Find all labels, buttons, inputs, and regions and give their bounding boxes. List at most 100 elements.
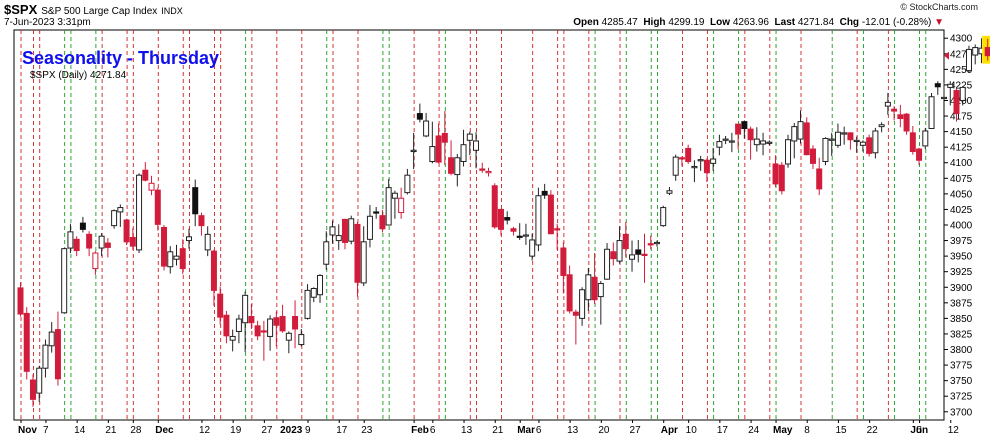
candle-body <box>535 195 542 246</box>
candle <box>242 291 249 353</box>
candle <box>410 132 417 169</box>
candle <box>173 244 180 266</box>
candle <box>310 287 317 303</box>
candle-body <box>129 236 136 247</box>
candle-body <box>884 101 891 107</box>
candle <box>285 331 292 354</box>
candle <box>136 173 143 254</box>
candle <box>847 132 854 150</box>
candle-body <box>685 147 692 162</box>
y-tick-label: 3700 <box>950 407 973 418</box>
y-tick-label: 3950 <box>950 252 973 263</box>
candle <box>61 248 68 314</box>
candle-body <box>460 144 467 162</box>
candle-body <box>348 218 355 242</box>
candle-body <box>722 138 729 141</box>
candle <box>604 243 611 280</box>
y-tick-label: 3775 <box>950 361 973 372</box>
candle-body <box>703 159 710 174</box>
candle-body <box>279 316 286 332</box>
plot-frame <box>13 29 945 421</box>
candle <box>859 140 866 152</box>
y-tick-label: 3900 <box>950 283 973 294</box>
candle-body <box>953 90 960 115</box>
candle <box>853 136 860 153</box>
candle <box>385 178 392 226</box>
x-tick-label: 13 <box>567 425 579 436</box>
candle <box>947 81 954 106</box>
candle <box>529 233 536 261</box>
candle <box>223 310 230 344</box>
candle <box>666 187 673 196</box>
candle <box>429 121 436 164</box>
candle-body <box>822 137 829 162</box>
candle <box>560 242 567 294</box>
x-tick-label: Jun <box>910 425 928 436</box>
candle-body <box>466 133 473 141</box>
candle-body <box>473 140 480 151</box>
candle-body <box>54 329 61 380</box>
candle-body <box>941 96 948 100</box>
y-tick-label: 4275 <box>950 49 973 60</box>
candle-body <box>629 254 636 260</box>
change-value: -12.01 (-0.28%) <box>861 17 932 28</box>
x-tick-label: 27 <box>261 425 273 436</box>
candle <box>54 311 61 386</box>
x-tick-label: Nov <box>18 425 37 436</box>
candle-body <box>678 157 685 160</box>
candle-body <box>285 332 292 341</box>
y-tick-label: 4000 <box>950 221 973 232</box>
candle-body <box>23 312 30 372</box>
candle <box>653 240 660 247</box>
candle <box>959 86 966 106</box>
candle-body <box>666 190 673 194</box>
candle <box>435 123 442 164</box>
candle-body <box>317 274 324 296</box>
high-value: 4299.19 <box>668 17 705 28</box>
candle <box>17 282 24 317</box>
candle-body <box>173 255 180 260</box>
candle-body <box>148 182 155 191</box>
candle-body <box>373 211 380 214</box>
candle-body <box>878 124 885 128</box>
candle-body <box>647 243 654 246</box>
candle-body <box>529 239 536 257</box>
y-tick-label: 4225 <box>950 80 973 91</box>
candle-body <box>585 274 592 301</box>
candle-body <box>897 114 904 120</box>
candle <box>473 132 480 169</box>
candle-body <box>891 108 898 112</box>
candle-body <box>435 135 442 163</box>
x-tick-label: 2023 <box>280 425 303 436</box>
candle-body <box>229 335 236 341</box>
candle-body <box>98 235 105 249</box>
candle <box>92 251 99 275</box>
y-tick-label: 3750 <box>950 376 973 387</box>
candle-body <box>828 138 835 141</box>
candle <box>672 154 679 181</box>
series-legend: $SPX (Daily) 4271.84 <box>30 70 127 81</box>
candle <box>953 88 960 122</box>
candle <box>554 223 561 250</box>
candle-body <box>803 122 810 156</box>
candle-body <box>760 140 767 145</box>
candle <box>479 162 486 173</box>
candle <box>934 81 941 95</box>
candle-body <box>766 141 773 144</box>
candle-body <box>323 241 330 265</box>
candle <box>491 183 498 229</box>
y-tick-label: 3800 <box>950 345 973 356</box>
candle-body <box>965 48 972 72</box>
candle <box>916 147 923 166</box>
candle <box>48 322 55 353</box>
candle <box>485 167 492 177</box>
candle-body <box>853 139 860 143</box>
candle-body <box>360 241 367 284</box>
y-tick-label: 4175 <box>950 112 973 123</box>
candle <box>317 274 324 303</box>
y-tick-label: 3875 <box>950 298 973 309</box>
candle-body <box>691 165 698 169</box>
x-tick-label: 8 <box>804 425 810 436</box>
candle <box>834 123 841 148</box>
x-tick-label: 17 <box>717 425 729 436</box>
